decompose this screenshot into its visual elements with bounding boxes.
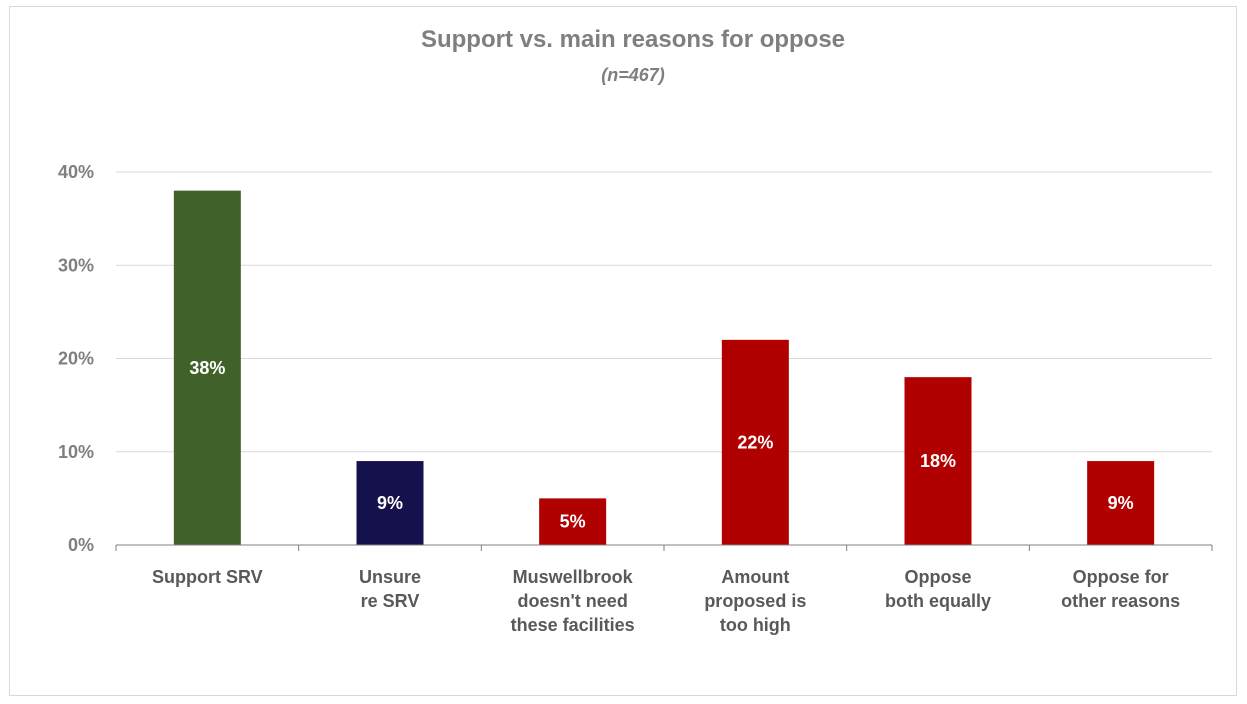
- x-tick-label-line: Support SRV: [152, 567, 263, 587]
- x-tick-label-line: proposed is: [704, 591, 806, 611]
- data-label: 9%: [1108, 493, 1134, 513]
- data-label: 5%: [560, 512, 586, 532]
- x-tick-label-line: too high: [720, 615, 791, 635]
- data-label: 22%: [737, 432, 773, 452]
- y-axis-ticks: 0% 10% 20% 30% 40%: [58, 162, 94, 555]
- chart-title: Support vs. main reasons for oppose: [421, 26, 845, 53]
- x-axis: [115, 544, 1213, 551]
- data-label: 9%: [377, 493, 403, 513]
- x-tick-label-line: Amount: [721, 567, 789, 587]
- y-tick-label: 20%: [58, 349, 94, 369]
- bar: [173, 190, 241, 545]
- data-labels: 38% 9% 5% 22% 18% 9%: [189, 358, 1133, 532]
- x-tick-label-line: Muswellbrook: [513, 567, 634, 587]
- x-tick-label: Oppose both equally: [885, 567, 991, 611]
- x-axis-ticks: Support SRV Unsure re SRV Muswellbrook doesn…: [152, 567, 1180, 635]
- x-tick-label-line: Oppose: [904, 567, 971, 587]
- bars: [173, 190, 1155, 545]
- x-tick-label: Oppose for other reasons: [1061, 567, 1180, 611]
- chart-subtitle: (n=467): [601, 65, 665, 85]
- y-tick-label: 0%: [68, 535, 94, 555]
- x-tick-label: Amount proposed is too high: [704, 567, 806, 635]
- y-tick-label: 30%: [58, 255, 94, 275]
- y-tick-label: 10%: [58, 442, 94, 462]
- x-tick-label-line: re SRV: [361, 591, 420, 611]
- bar: [1087, 461, 1155, 545]
- x-tick-label-line: other reasons: [1061, 591, 1180, 611]
- x-tick-label-line: doesn't need: [518, 591, 628, 611]
- x-tick-label: Support SRV: [152, 567, 263, 587]
- x-tick-label-line: Unsure: [359, 567, 421, 587]
- data-label: 38%: [189, 358, 225, 378]
- x-tick-label-line: Oppose for: [1073, 567, 1169, 587]
- bar: [356, 461, 424, 545]
- y-tick-label: 40%: [58, 162, 94, 182]
- x-tick-label-line: both equally: [885, 591, 991, 611]
- bar: [721, 339, 789, 545]
- bar: [904, 377, 972, 545]
- bar: [539, 498, 607, 545]
- gridlines: [116, 171, 1212, 453]
- x-tick-label: Muswellbrook doesn't need these facilities: [511, 567, 635, 635]
- x-tick-label-line: these facilities: [511, 615, 635, 635]
- x-tick-label: Unsure re SRV: [359, 567, 421, 611]
- data-label: 18%: [920, 451, 956, 471]
